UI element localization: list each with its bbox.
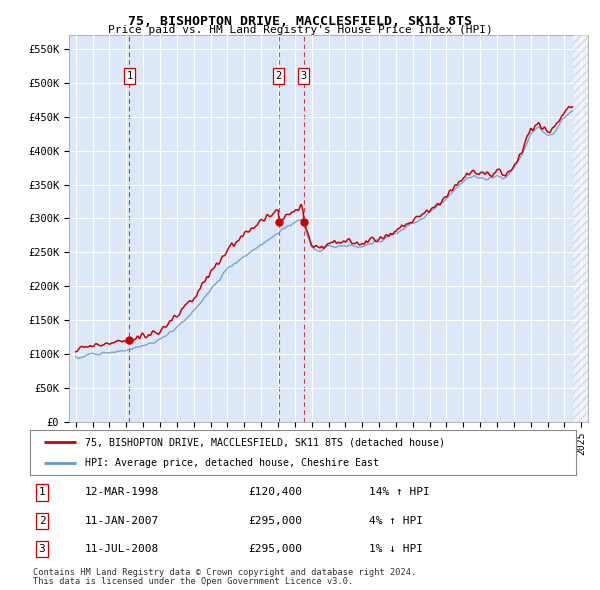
- Text: 75, BISHOPTON DRIVE, MACCLESFIELD, SK11 8TS: 75, BISHOPTON DRIVE, MACCLESFIELD, SK11 …: [128, 15, 472, 28]
- Text: £120,400: £120,400: [248, 487, 302, 497]
- Text: 3: 3: [301, 71, 307, 81]
- Text: 1: 1: [38, 487, 46, 497]
- Bar: [573, 35, 598, 422]
- Text: 75, BISHOPTON DRIVE, MACCLESFIELD, SK11 8TS (detached house): 75, BISHOPTON DRIVE, MACCLESFIELD, SK11 …: [85, 437, 445, 447]
- Text: 11-JAN-2007: 11-JAN-2007: [85, 516, 159, 526]
- Text: 4% ↑ HPI: 4% ↑ HPI: [368, 516, 422, 526]
- Text: Contains HM Land Registry data © Crown copyright and database right 2024.: Contains HM Land Registry data © Crown c…: [33, 568, 416, 576]
- Text: 2: 2: [275, 71, 282, 81]
- Text: 14% ↑ HPI: 14% ↑ HPI: [368, 487, 429, 497]
- Text: This data is licensed under the Open Government Licence v3.0.: This data is licensed under the Open Gov…: [33, 577, 353, 586]
- Text: 3: 3: [38, 544, 46, 554]
- Text: £295,000: £295,000: [248, 516, 302, 526]
- Text: 1% ↓ HPI: 1% ↓ HPI: [368, 544, 422, 554]
- Text: 11-JUL-2008: 11-JUL-2008: [85, 544, 159, 554]
- Text: 1: 1: [127, 71, 133, 81]
- Text: 12-MAR-1998: 12-MAR-1998: [85, 487, 159, 497]
- Text: £295,000: £295,000: [248, 544, 302, 554]
- Text: Price paid vs. HM Land Registry's House Price Index (HPI): Price paid vs. HM Land Registry's House …: [107, 25, 493, 35]
- Text: 2: 2: [38, 516, 46, 526]
- Text: HPI: Average price, detached house, Cheshire East: HPI: Average price, detached house, Ches…: [85, 458, 379, 468]
